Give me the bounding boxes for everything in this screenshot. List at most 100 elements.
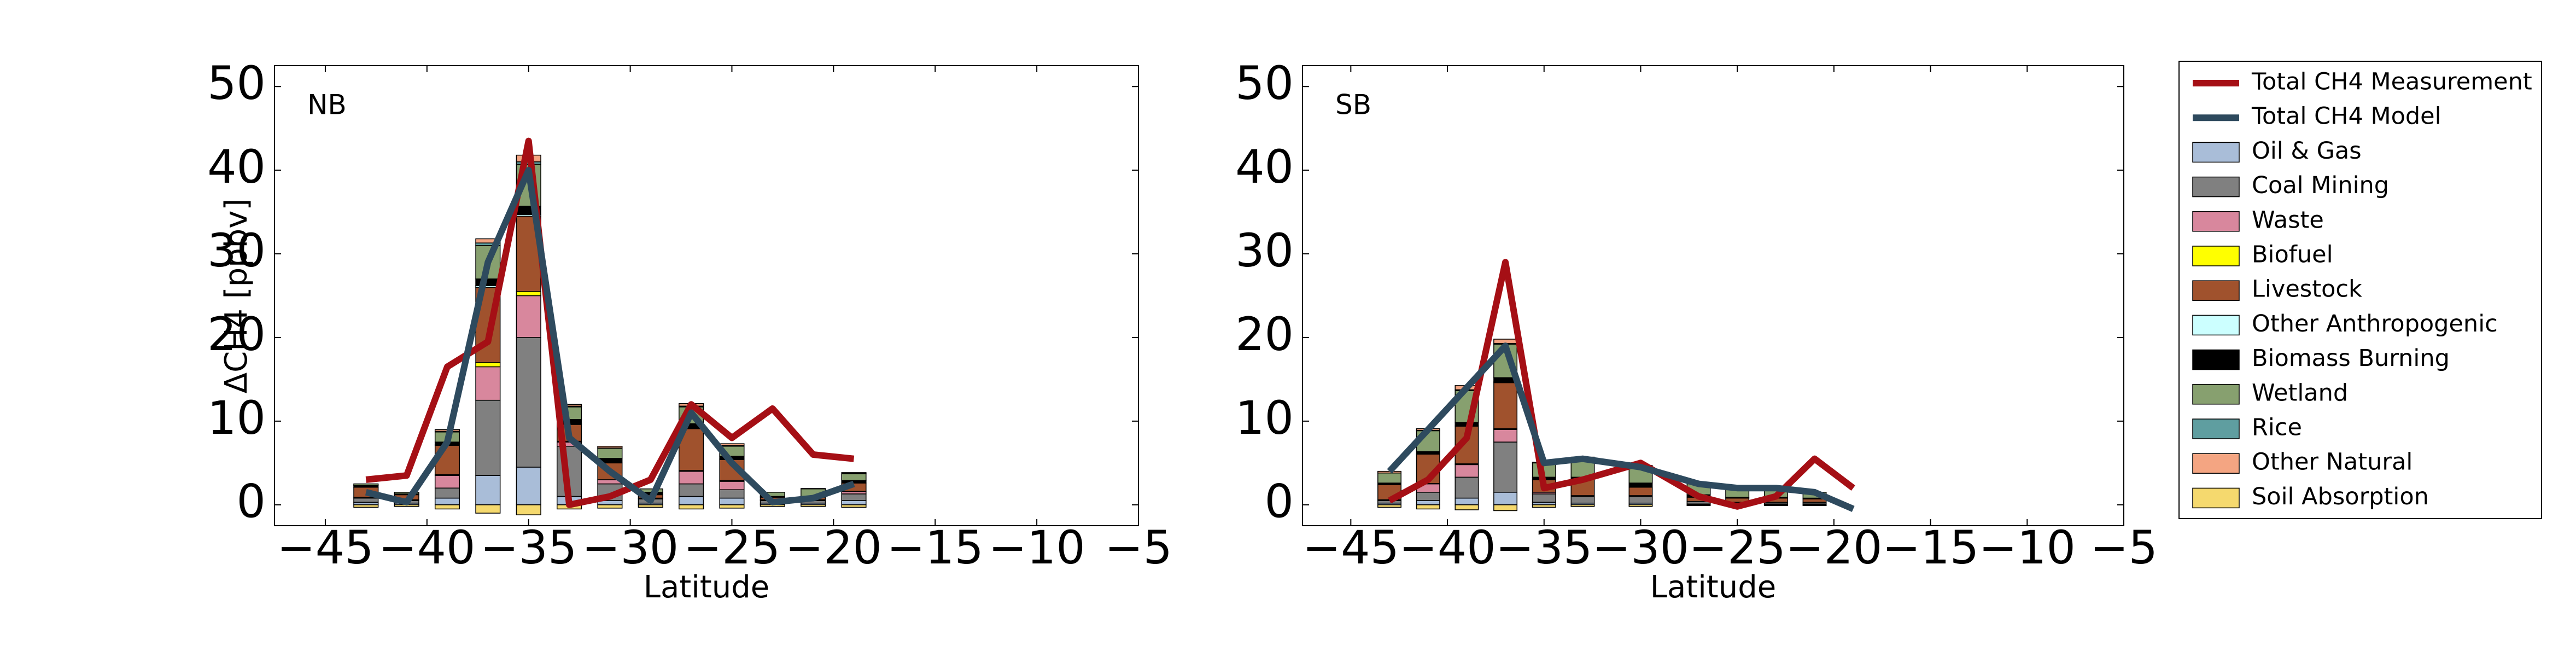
line-series	[365, 137, 855, 508]
bar-segment	[679, 496, 704, 505]
legend-swatch	[2192, 453, 2240, 474]
bar-segment	[841, 473, 867, 481]
bar-segment	[475, 399, 501, 476]
y-tick-label: 10	[1235, 391, 1294, 445]
bar-segment	[1493, 504, 1518, 511]
bar-segment	[679, 504, 704, 510]
legend-swatch	[2192, 142, 2240, 163]
bar-segment	[475, 475, 501, 505]
legend-label: Rice	[2252, 414, 2302, 441]
bar-segment	[1416, 492, 1440, 501]
bar-segment	[1455, 464, 1479, 478]
legend-label: Biofuel	[2252, 241, 2333, 269]
y-tick-label: 40	[1235, 140, 1294, 194]
legend-label: Total CH4 Measurement	[2251, 68, 2532, 96]
bar-segment	[516, 467, 541, 505]
x-tick-label: −10	[1979, 521, 2076, 574]
bar-segment	[1377, 472, 1401, 484]
bar-segment	[434, 475, 460, 488]
legend-label: Wetland	[2252, 379, 2348, 406]
legend-swatch	[2192, 176, 2240, 197]
bar-segment	[434, 487, 460, 499]
legend-label: Biomass Burning	[2252, 345, 2450, 372]
line-series	[1387, 342, 1855, 512]
legend-swatch	[2192, 487, 2240, 509]
y-tick-label: 30	[1235, 224, 1294, 277]
x-tick-label: −35	[480, 521, 577, 574]
x-tick-label: −20	[785, 521, 882, 574]
legend-label: Other Anthropogenic	[2252, 310, 2498, 338]
bar-segment	[394, 492, 419, 495]
bar-segment	[1570, 496, 1595, 504]
bar-segment	[719, 497, 745, 505]
legend-label: Coal Mining	[2252, 172, 2389, 199]
bar-segment	[1628, 504, 1653, 507]
bar-segment	[1686, 504, 1711, 507]
x-tick-label: −40	[378, 521, 475, 574]
bar-segment	[1377, 504, 1401, 508]
bar-segment	[475, 366, 501, 401]
legend-label: Total CH4 Model	[2251, 103, 2441, 130]
bar-segment	[841, 504, 867, 508]
bar-segment	[1802, 498, 1827, 503]
x-tick-label: −10	[988, 521, 1085, 574]
y-tick-label: 50	[1235, 56, 1294, 110]
bar-segment	[719, 481, 745, 490]
bar-segment	[1493, 492, 1518, 505]
panel-annotation: NB	[307, 89, 347, 121]
legend-swatch	[2192, 418, 2240, 439]
x-tick-label: −5	[2090, 521, 2158, 574]
bar-segment	[841, 500, 867, 505]
line-series	[365, 167, 855, 506]
y-tick-label: 20	[207, 307, 266, 361]
bar-segment	[1802, 504, 1827, 507]
bar-segment	[434, 504, 460, 510]
legend: Total CH4 Measurement Total CH4 Model Oil …	[2178, 61, 2542, 519]
bar-segment	[679, 470, 704, 485]
x-axis-label: Latitude	[1650, 569, 1776, 605]
legend-swatch	[2192, 280, 2240, 301]
bar-segment	[801, 488, 826, 490]
bar-segment	[434, 497, 460, 505]
bar-segment	[719, 489, 745, 499]
bar-segment	[638, 504, 663, 508]
legend-swatch	[2192, 384, 2240, 405]
bar-segment	[841, 472, 867, 474]
panel-annotation: SB	[1335, 89, 1371, 121]
x-tick-label: −25	[684, 521, 780, 574]
bar-segment	[475, 504, 501, 514]
bar-segment	[1532, 493, 1556, 503]
x-tick-label: −5	[1105, 521, 1172, 574]
plot-frame	[274, 65, 1139, 526]
y-tick-label: 50	[207, 56, 266, 110]
y-tick-label: 0	[237, 475, 266, 528]
bar-segment	[597, 504, 623, 509]
y-axis-label: ΔCH4 [ppbv]	[219, 199, 254, 393]
bar-segment	[1628, 482, 1653, 488]
bar-segment	[353, 497, 379, 503]
x-axis-label: Latitude	[644, 569, 769, 605]
bar-segment	[1377, 470, 1401, 474]
bar-segment	[1628, 486, 1653, 496]
bar-segment	[597, 447, 623, 459]
bar-segment	[353, 483, 379, 486]
bar-segment	[516, 295, 541, 338]
x-tick-label: −30	[1592, 521, 1689, 574]
bar-segment	[719, 443, 745, 446]
y-tick-label: 40	[207, 140, 266, 194]
bar-segment	[1416, 504, 1440, 510]
x-tick-label: −30	[582, 521, 679, 574]
y-tick-label: 10	[207, 391, 266, 445]
bar-segment	[1763, 504, 1788, 507]
legend-label: Soil Absorption	[2252, 483, 2429, 510]
legend-swatch	[2192, 315, 2240, 336]
bar-segment	[1493, 429, 1518, 443]
legend-swatch	[2192, 211, 2240, 232]
legend-swatch	[2192, 246, 2240, 266]
bar-segment	[516, 504, 541, 515]
bar-segment	[1455, 476, 1479, 499]
bar-segment	[1570, 504, 1595, 507]
x-tick-label: −20	[1785, 521, 1882, 574]
legend-label: Other Natural	[2252, 449, 2413, 476]
